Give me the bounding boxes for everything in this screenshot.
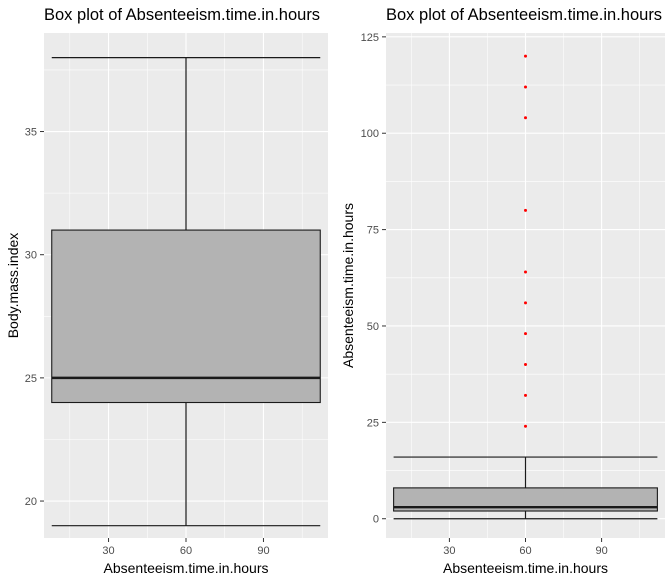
y-tick-label: 100 [361, 128, 379, 140]
y-tick-label: 20 [25, 496, 37, 508]
chart-title: Box plot of Absenteeism.time.in.hours [386, 6, 662, 24]
x-tick-label: 60 [519, 545, 531, 557]
y-tick-label: 125 [361, 32, 379, 44]
outlier-point [524, 393, 527, 397]
chart-title: Box plot of Absenteeism.time.in.hours [44, 6, 320, 24]
box-plot-1 [51, 57, 321, 527]
outlier-point [524, 301, 527, 305]
chart-panel-1: Box plot of Absenteeism.time.in.hours 30 6… [5, 6, 328, 576]
outlier-point [524, 208, 527, 212]
y-tick-label: 35 [25, 127, 37, 139]
outlier-point [524, 424, 527, 428]
box-plot-1 [393, 54, 658, 520]
y-tick-label: 25 [25, 373, 37, 385]
box-iqr [393, 487, 658, 512]
y-tick-label: 50 [367, 321, 379, 333]
outlier-point [524, 116, 527, 120]
outlier-point [524, 270, 527, 274]
x-tick-label: 30 [102, 545, 114, 557]
x-axis-label: Absenteeism.time.in.hours [443, 560, 608, 576]
outlier-point [524, 54, 527, 58]
outlier-point [524, 332, 527, 336]
y-axis-label: Body.mass.index [5, 233, 21, 339]
y-tick-label: 30 [25, 250, 37, 262]
outlier-point [524, 85, 527, 89]
y-tick-label: 75 [367, 225, 379, 237]
y-tick-label: 0 [373, 514, 379, 526]
y-axis-label: Absenteeism.time.in.hours [340, 203, 356, 368]
y-tick-label: 25 [367, 417, 379, 429]
x-tick-label: 30 [443, 545, 455, 557]
box-iqr [51, 229, 321, 404]
x-axis-label: Absenteeism.time.in.hours [104, 560, 269, 576]
x-tick-label: 90 [257, 545, 269, 557]
outlier-point [524, 363, 527, 367]
x-tick-label: 60 [180, 545, 192, 557]
x-tick-label: 90 [595, 545, 607, 557]
chart-panel-2: Box plot of Absenteeism.time.in.hours 30 6… [340, 6, 665, 576]
